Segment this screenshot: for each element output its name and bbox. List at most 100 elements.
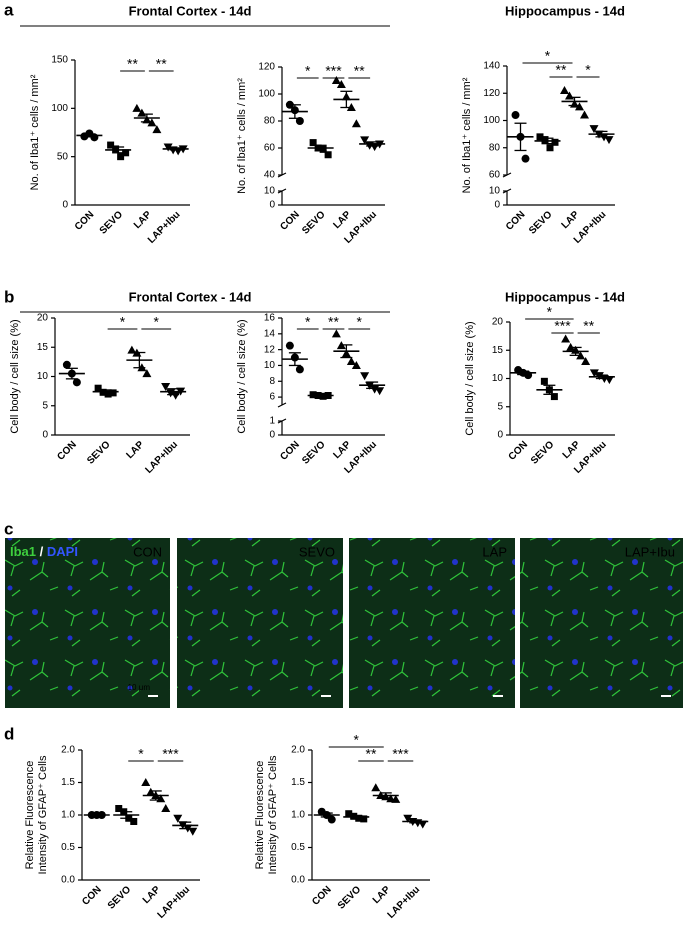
axis-break (277, 402, 287, 408)
x-tick-label: LAP+Ibu (386, 884, 423, 921)
x-tick-label: LAP (124, 439, 146, 461)
y-tick-label: 0.0 (291, 875, 305, 886)
data-point (540, 377, 548, 385)
y-tick-label: 1 (269, 416, 275, 427)
data-point (511, 111, 520, 120)
y-tick-label: 80 (264, 116, 276, 127)
panel-letter: a (4, 0, 14, 19)
data-point (351, 119, 361, 128)
y-axis-label: Relative Fluorescence (254, 761, 266, 870)
y-axis-label: Cell body / cell size (%) (9, 319, 21, 433)
data-point (161, 382, 171, 391)
data-point (589, 369, 599, 378)
data-point (604, 136, 614, 145)
y-tick-label: 20 (37, 313, 49, 324)
stain-label: Iba1 / DAPI (10, 544, 78, 559)
stain-name: Iba1 (10, 544, 36, 559)
y-tick-label: 5 (497, 401, 503, 412)
data-point (351, 360, 361, 369)
data-point (146, 787, 156, 796)
significance-label: ** (366, 746, 377, 762)
section-title: Hippocampus - 14d (505, 289, 625, 304)
y-tick-label: 6 (269, 392, 275, 403)
data-point (163, 143, 173, 152)
significance-label: ** (328, 314, 339, 330)
data-point (331, 76, 341, 84)
significance-label: * (547, 304, 553, 320)
x-tick-label: CON (278, 439, 302, 463)
y-axis-label: No. of Iba1⁺ cells / mm² (29, 74, 41, 190)
data-point (580, 110, 589, 119)
micrograph (5, 538, 170, 708)
significance-label: * (154, 314, 160, 330)
x-tick-label: LAP+Ibu (143, 439, 180, 476)
x-tick-label: SEVO (529, 439, 557, 467)
data-point (391, 794, 401, 803)
y-tick-label: 0 (269, 430, 275, 441)
significance-label: * (357, 314, 363, 330)
y-tick-label: 60 (264, 143, 276, 154)
x-tick-label: CON (310, 884, 334, 908)
y-tick-label: 10 (492, 373, 504, 384)
y-axis-label: Relative Fluorescence (24, 761, 36, 870)
data-point (575, 102, 584, 111)
y-tick-label: 1.0 (61, 810, 75, 821)
data-point (371, 783, 381, 792)
x-tick-label: LAP (560, 209, 582, 231)
y-axis-label: No. of Iba1⁺ cells / mm² (461, 77, 473, 193)
data-point (561, 334, 571, 343)
significance-label: * (138, 746, 144, 762)
x-tick-label: SEVO (527, 209, 555, 237)
x-tick-label: LAP (331, 439, 353, 461)
data-point (309, 139, 317, 147)
significance-label: * (305, 63, 311, 79)
x-tick-label: CON (55, 439, 79, 463)
data-point (346, 357, 356, 365)
data-point (142, 369, 152, 378)
data-point (360, 136, 370, 145)
stain-name: DAPI (47, 544, 78, 559)
y-tick-label: 16 (264, 313, 276, 324)
y-tick-label: 80 (489, 142, 501, 153)
significance-label: ** (556, 62, 567, 78)
x-tick-label: SEVO (85, 439, 113, 467)
group-label: LAP+Ibu (625, 544, 675, 559)
data-point (331, 329, 341, 338)
significance-label: * (354, 732, 360, 748)
x-tick-label: SEVO (98, 209, 126, 237)
y-tick-label: 140 (483, 61, 500, 72)
data-point (62, 360, 71, 369)
data-point (127, 345, 137, 354)
data-point (560, 86, 569, 95)
y-tick-label: 0 (62, 200, 68, 211)
significance-label: * (120, 314, 126, 330)
significance-label: ** (583, 318, 594, 334)
section-title: Frontal Cortex - 14d (129, 289, 252, 304)
y-tick-label: 10 (264, 186, 276, 197)
data-point (551, 138, 559, 146)
x-tick-label: LAP (561, 439, 583, 461)
significance-label: * (585, 62, 591, 78)
significance-label: *** (325, 63, 342, 79)
data-point (152, 125, 162, 134)
y-axis-label: No. of Iba1⁺ cells / mm² (236, 78, 248, 194)
x-tick-label: CON (278, 209, 302, 233)
stain-name: / (40, 544, 44, 559)
x-tick-label: LAP+Ibu (156, 884, 193, 921)
y-tick-label: 120 (258, 62, 275, 73)
data-point (188, 827, 198, 836)
y-tick-label: 0.5 (61, 842, 75, 853)
y-tick-label: 100 (258, 89, 275, 100)
y-tick-label: 12 (264, 344, 276, 355)
x-tick-label: SEVO (300, 439, 328, 467)
scale-label: 10 μm (128, 683, 151, 692)
y-tick-label: 2.0 (61, 745, 75, 756)
data-point (581, 357, 591, 366)
x-tick-label: SEVO (106, 884, 134, 912)
y-tick-label: 14 (264, 328, 276, 339)
micrograph (520, 538, 683, 708)
data-point (72, 378, 81, 387)
y-tick-label: 0 (269, 200, 275, 211)
group-label: CON (133, 544, 162, 559)
